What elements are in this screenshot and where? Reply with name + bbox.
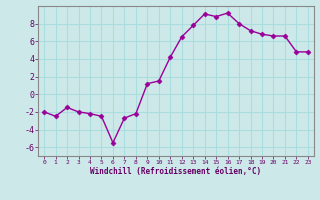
X-axis label: Windchill (Refroidissement éolien,°C): Windchill (Refroidissement éolien,°C) — [91, 167, 261, 176]
